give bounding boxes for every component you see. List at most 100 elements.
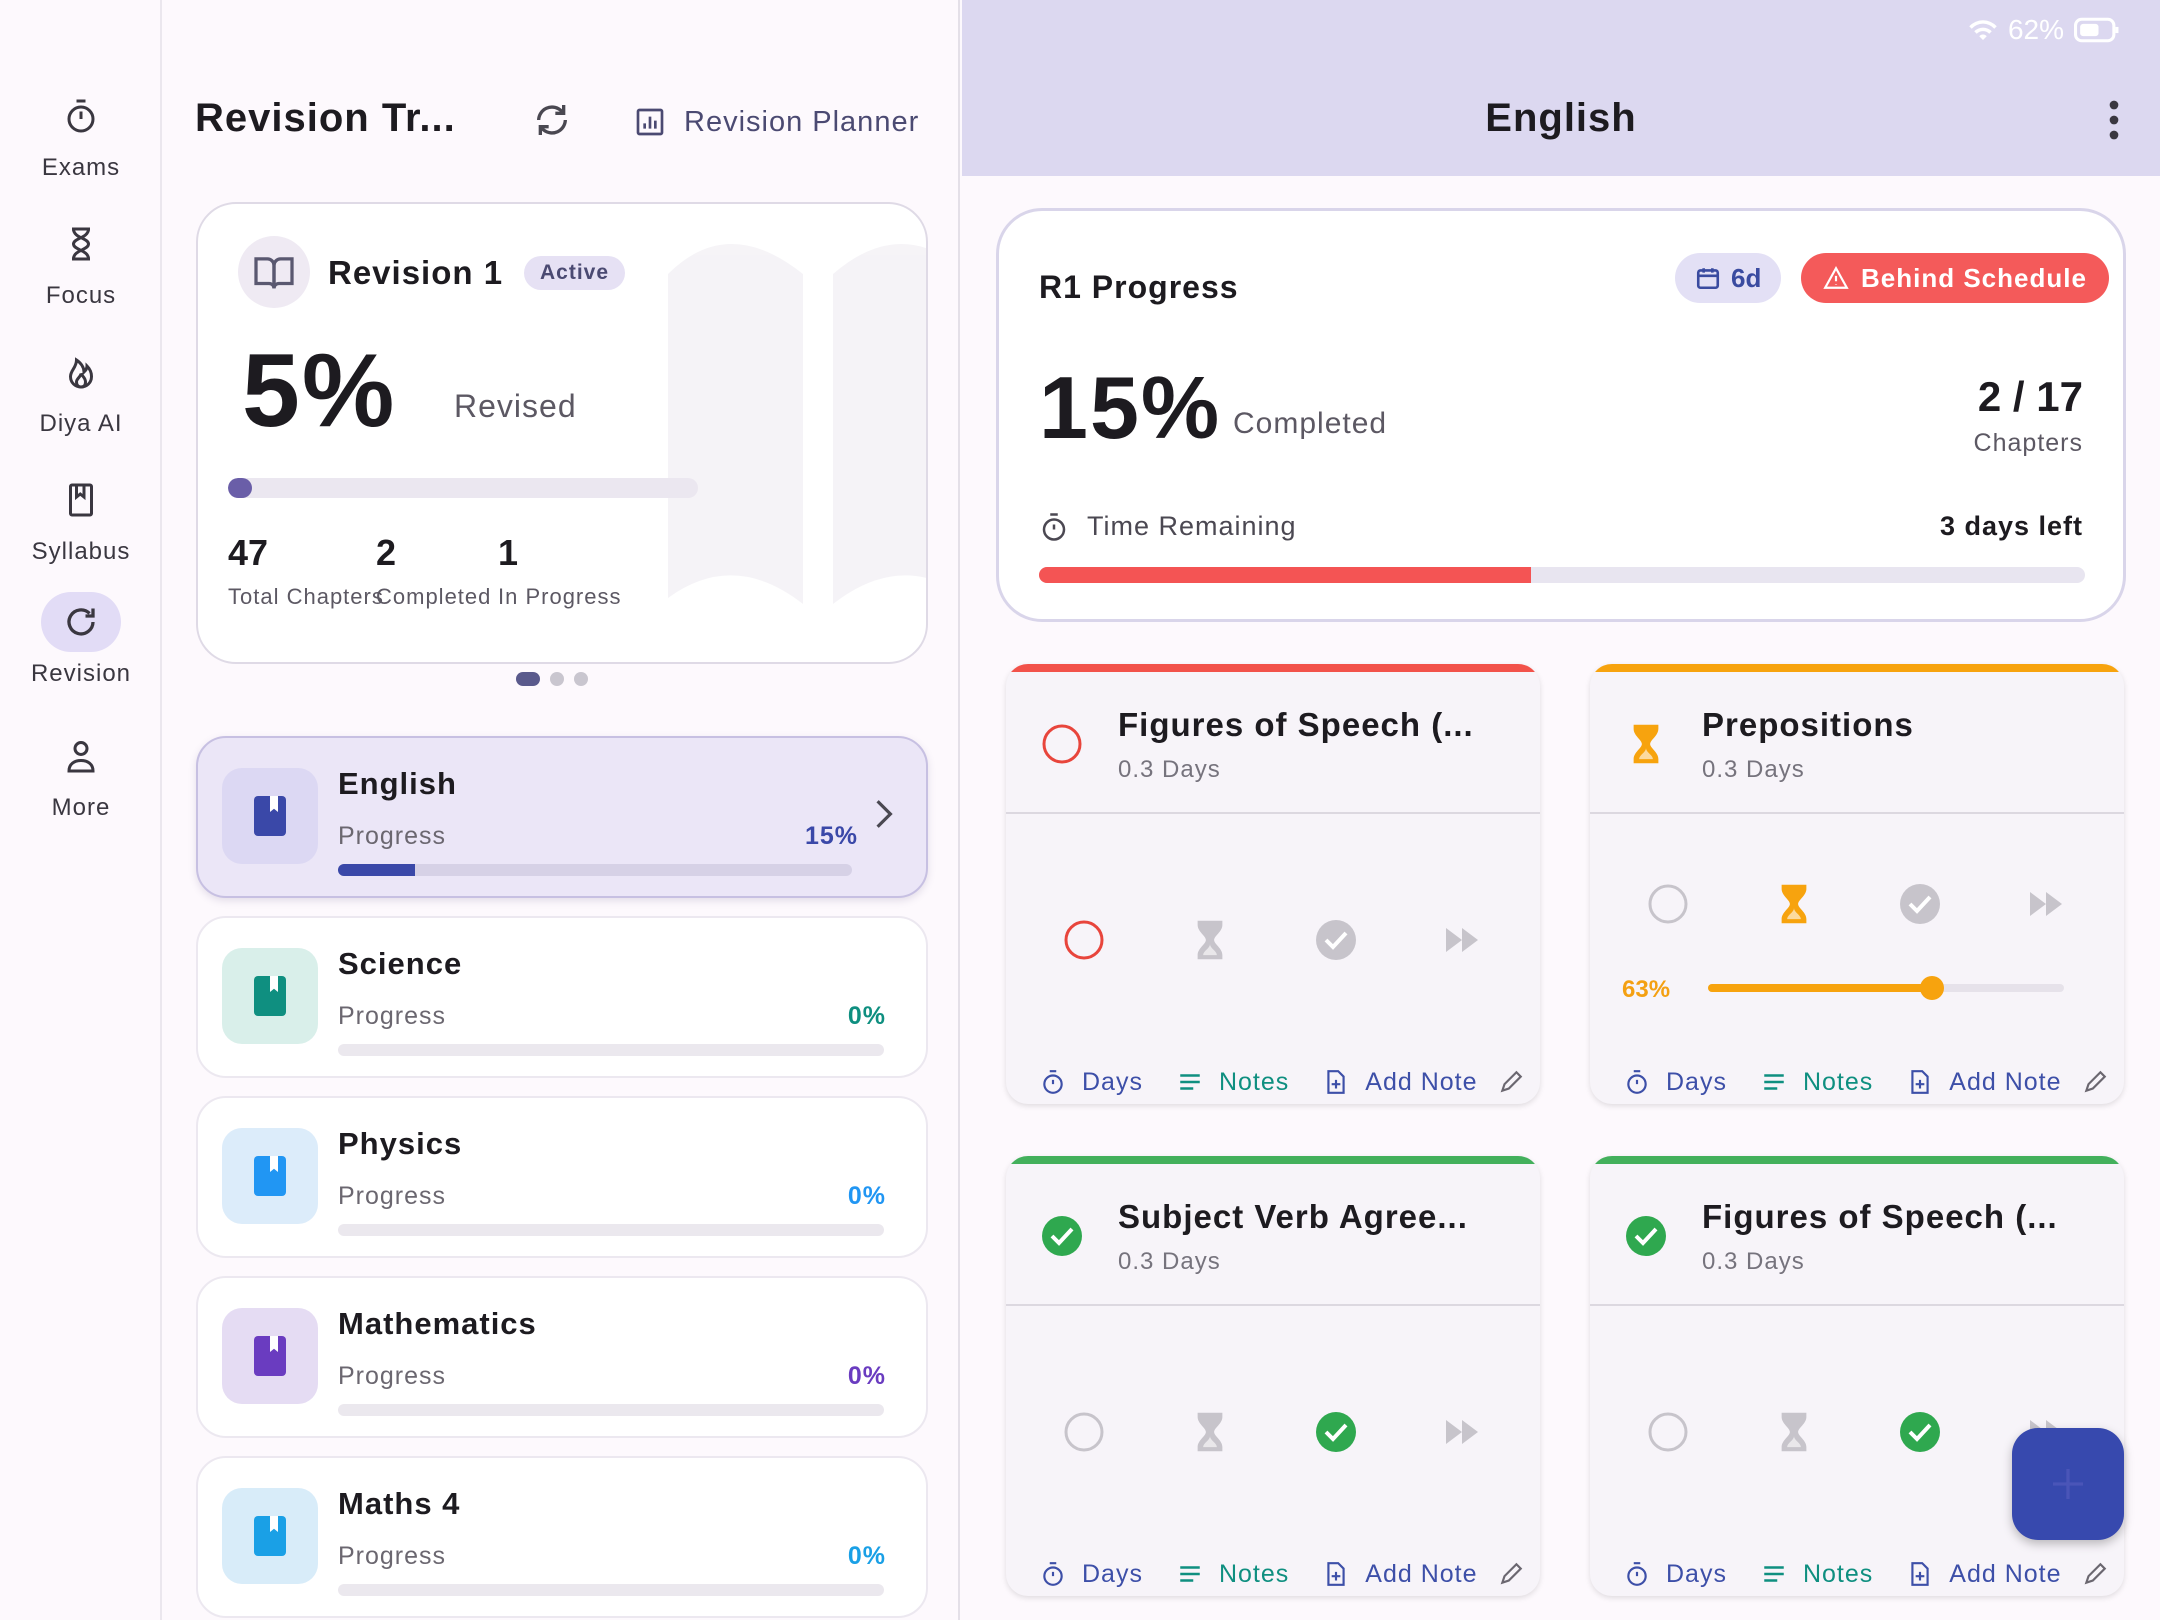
page-dot[interactable] [574,672,588,686]
topic-days: 0.3 Days [1702,756,1805,783]
status-not-started-button[interactable] [1062,1410,1106,1454]
add-note-button-label: Add Note [1365,1067,1478,1096]
revision-planner-button[interactable]: Revision Planner [634,100,919,144]
notes-button[interactable]: Notes [1177,1560,1289,1589]
subject-card-english[interactable]: English Progress 15% [196,736,928,898]
book-icon [254,976,286,1016]
status-completed-button[interactable] [1898,1410,1942,1454]
topic-progress-slider[interactable] [1708,976,2064,1000]
notes-button-label: Notes [1218,1067,1290,1096]
add-note-button[interactable]: Add Note [1323,1068,1477,1097]
time-progress-bar [1039,567,2085,583]
status-in-progress-button[interactable] [1772,1410,1816,1454]
pencil-icon [2084,1070,2107,1093]
edit-button[interactable] [2082,1069,2124,1095]
status-in-progress-button[interactable] [1772,882,1816,926]
battery-percent: 62% [2007,14,2064,45]
days-left: 3 days left [1939,511,2083,541]
subject-card-physics[interactable]: Physics Progress 0% [196,1096,928,1258]
days-button-label: Days [1082,1067,1143,1096]
timer-icon [1627,1070,1647,1094]
stat-in-progress: 1 In Progress [498,532,622,610]
status-completed-button[interactable] [1898,882,1942,926]
page-dot-active[interactable] [516,672,540,686]
days-button[interactable]: Days [1040,1560,1143,1589]
topic-name: Figures of Speech (... [1702,1198,2058,1235]
top-app-bar: 62% English [962,0,2160,176]
subject-icon-tile [222,1488,318,1584]
subject-icon-tile [222,1308,318,1404]
topic-actions-footer: Days Notes Add Note [1590,1060,2124,1104]
subject-progress-bar [338,1584,884,1596]
pencil-icon [2084,1562,2107,1585]
page-dot[interactable] [550,672,564,686]
pencil-icon [1500,1562,1523,1585]
days-chip-label: 6d [1731,262,1762,293]
rail-item-exams[interactable]: Exams [0,86,162,182]
subject-progress-percent: 0% [847,1182,886,1210]
subject-card-maths-4[interactable]: Maths 4 Progress 0% [196,1456,928,1618]
more-vert-icon[interactable] [2108,100,2120,140]
slider-thumb[interactable] [1920,976,1945,1000]
book-icon [254,1336,286,1376]
chapters-label: Chapters [1973,429,2083,457]
status-skip-button[interactable] [2024,882,2068,926]
edit-button[interactable] [2082,1561,2124,1587]
sync-icon[interactable] [532,98,572,142]
chevron-right-icon [876,800,893,828]
status-skip-button[interactable] [1440,918,1484,962]
rail-item-diya-ai[interactable]: Diya AI [0,342,162,438]
add-fab-button[interactable] [2012,1428,2124,1540]
rail-label: Diya AI [39,410,123,437]
rail-item-more[interactable]: More [0,726,162,822]
topic-card[interactable]: Figures of Speech (... 0.3 Days Days Not… [1006,664,1540,1104]
subject-progress-label: Progress [338,1182,447,1210]
topic-card[interactable]: Subject Verb Agree... 0.3 Days Days Note… [1006,1156,1540,1596]
status-in-progress-button[interactable] [1188,1410,1232,1454]
subject-progress-bar [338,1404,884,1416]
status-not-started-button[interactable] [1646,882,1690,926]
days-chip[interactable]: 6d [1675,253,1782,303]
topic-status-stripe [1590,1156,2124,1164]
days-button[interactable]: Days [1624,1560,1727,1589]
add-note-button[interactable]: Add Note [1907,1560,2061,1589]
calendar-icon [1696,268,1720,290]
rail-icon-focus [41,214,121,274]
status-skip-button[interactable] [1440,1410,1484,1454]
days-button-label: Days [1666,1559,1727,1588]
notes-button[interactable]: Notes [1761,1068,1873,1097]
status-not-started-button[interactable] [1646,1410,1690,1454]
rail-item-focus[interactable]: Focus [0,214,162,310]
edit-button[interactable] [1498,1069,1540,1095]
notes-button[interactable]: Notes [1761,1560,1873,1589]
note-add-icon [1327,1562,1345,1586]
status-completed-button[interactable] [1314,1410,1358,1454]
bookmark-book-icon [69,483,93,517]
status-not-started-button[interactable] [1062,918,1106,962]
revision-name: Revision 1 [328,254,504,291]
status-completed-button[interactable] [1314,918,1358,962]
add-note-button[interactable]: Add Note [1323,1560,1477,1589]
notes-lines-icon [1764,1566,1784,1582]
days-button[interactable]: Days [1624,1068,1727,1097]
days-button[interactable]: Days [1040,1068,1143,1097]
add-note-button-label: Add Note [1365,1559,1478,1588]
rail-item-syllabus[interactable]: Syllabus [0,470,162,566]
subject-card-science[interactable]: Science Progress 0% [196,916,928,1078]
person-icon [67,741,95,773]
status-in-progress-button[interactable] [1188,918,1232,962]
rail-label: More [51,794,111,821]
page-indicator[interactable] [516,672,588,686]
rail-item-revision[interactable]: Revision [0,592,162,688]
stat-label: In Progress [498,584,622,609]
add-note-button[interactable]: Add Note [1907,1068,2061,1097]
revision-summary-card[interactable]: Revision 1 Active 5% Revised 47 Total Ch… [196,202,928,664]
notes-button[interactable]: Notes [1177,1068,1289,1097]
topic-card[interactable]: Prepositions 0.3 Days 63% Days Notes Add… [1590,664,2124,1104]
divider [1006,812,1540,814]
navigation-rail: Exams Focus Diya AI Syllabus Revision Mo… [0,0,162,1620]
edit-button[interactable] [1498,1561,1540,1587]
subject-progress-percent: 0% [847,1362,886,1390]
subject-card-mathematics[interactable]: Mathematics Progress 0% [196,1276,928,1438]
progress-title: R1 Progress [1039,269,1239,305]
